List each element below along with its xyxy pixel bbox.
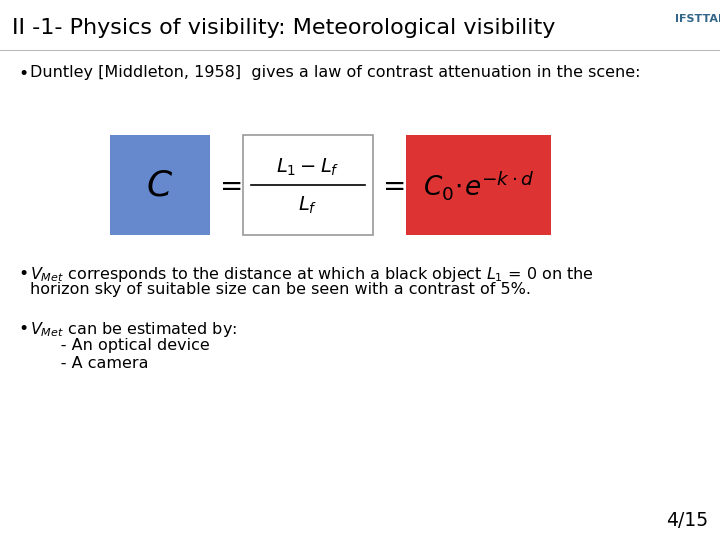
Bar	[110, 135, 210, 235]
Text: - An optical device: - An optical device	[30, 338, 210, 353]
Bar	[243, 135, 373, 235]
Text: •: •	[18, 320, 28, 338]
Bar	[406, 135, 551, 235]
Text: •: •	[18, 65, 28, 83]
Text: horizon sky of suitable size can be seen with a contrast of 5%.: horizon sky of suitable size can be seen…	[30, 282, 531, 297]
Text: $L_f$: $L_f$	[298, 194, 318, 215]
Text: II -1- Physics of visibility: Meteorological visibility: II -1- Physics of visibility: Meteorolog…	[12, 18, 555, 38]
Text: $L_1 - L_f$: $L_1 - L_f$	[276, 157, 340, 178]
Text: IFSTTAR: IFSTTAR	[675, 14, 720, 24]
Text: •: •	[18, 265, 28, 283]
Text: $V_{Met}$ corresponds to the distance at which a black object $L_1$ = 0 on the: $V_{Met}$ corresponds to the distance at…	[30, 265, 594, 284]
Text: 4/15: 4/15	[666, 511, 708, 530]
Text: $=$: $=$	[377, 171, 405, 199]
Text: Duntley [Middleton, 1958]  gives a law of contrast attenuation in the scene:: Duntley [Middleton, 1958] gives a law of…	[30, 65, 641, 80]
Text: $C_0 \!\cdot\! e^{-k \cdot d}$: $C_0 \!\cdot\! e^{-k \cdot d}$	[423, 168, 534, 201]
Text: $=$: $=$	[214, 171, 242, 199]
Text: $C$: $C$	[146, 168, 174, 202]
Text: $V_{Met}$ can be estimated by:: $V_{Met}$ can be estimated by:	[30, 320, 237, 339]
Text: - A camera: - A camera	[30, 356, 148, 371]
